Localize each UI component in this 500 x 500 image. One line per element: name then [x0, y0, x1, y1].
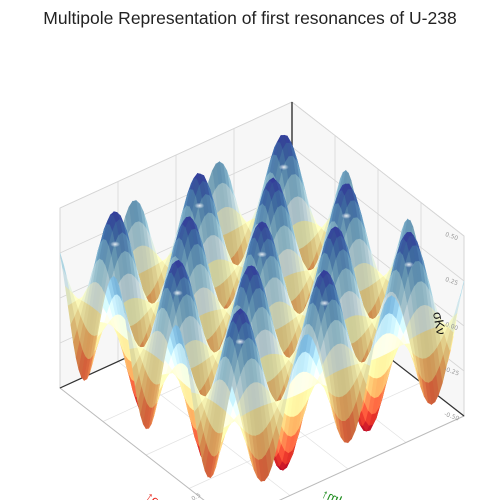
surface-highlight	[235, 339, 245, 345]
surface-highlight	[257, 251, 267, 257]
surface-highlight	[173, 290, 183, 296]
y-tick-label: 0.5	[190, 492, 202, 500]
surface-highlight	[194, 203, 204, 209]
surface-highlight	[404, 262, 414, 268]
surface-highlight	[341, 213, 351, 219]
z-tick-label: -0.50	[443, 411, 460, 423]
x-axis-title: Im↑	[319, 486, 344, 500]
surface-highlight	[279, 164, 289, 170]
surface-highlight	[320, 300, 330, 306]
surface-highlight	[110, 241, 120, 247]
y-axis-title: Re↑	[143, 488, 171, 500]
